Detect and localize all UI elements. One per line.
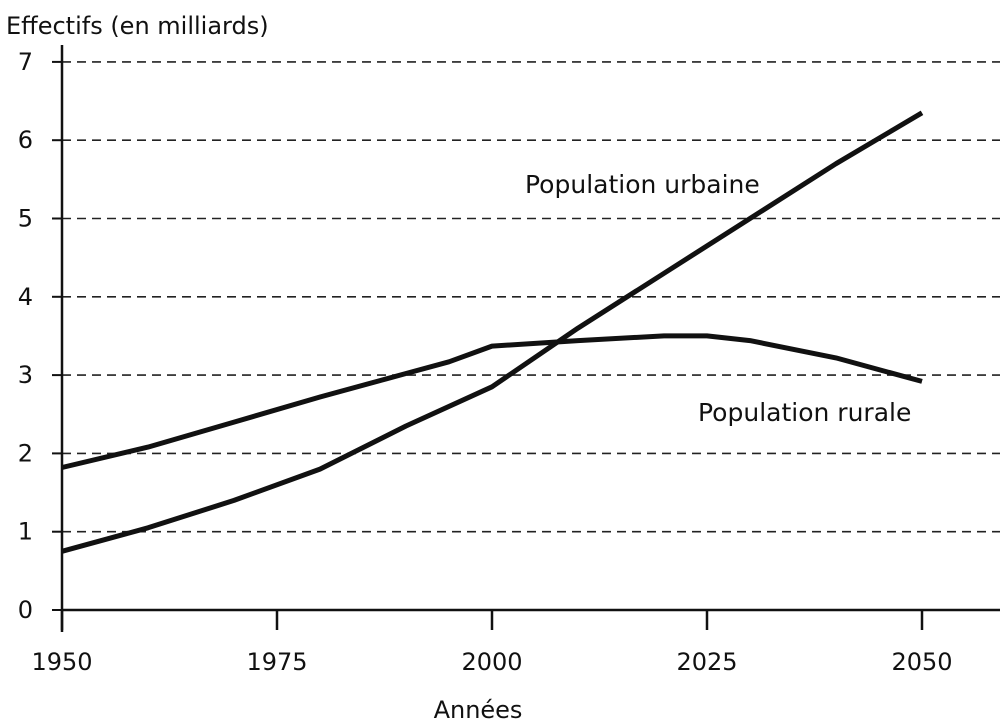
- series-line-urbaine: [61, 110, 924, 554]
- y-tick-label-1: 1: [18, 518, 33, 546]
- y-tick-label-6: 6: [18, 126, 33, 154]
- x-tick-label-2050: 2050: [891, 648, 952, 676]
- y-tick-label-2: 2: [18, 439, 33, 467]
- series-lines: [61, 110, 924, 554]
- y-axis-label: Effectifs (en milliards): [6, 12, 269, 40]
- y-tick-labels: 0 1 2 3 4 5 6 7: [18, 48, 62, 624]
- x-tick-label-2000: 2000: [461, 648, 522, 676]
- series-label-urbaine: Population urbaine: [525, 170, 760, 199]
- series-label-rurale: Population rurale: [698, 398, 911, 427]
- y-tick-label-4: 4: [18, 283, 33, 311]
- y-tick-label-0: 0: [18, 596, 33, 624]
- y-tick-label-5: 5: [18, 205, 33, 233]
- x-tick-labels: 1950 1975 2000 2025 2050: [31, 610, 953, 676]
- gridlines: [62, 61, 1000, 533]
- y-tick-label-3: 3: [18, 361, 33, 389]
- x-tick-label-1950: 1950: [31, 648, 92, 676]
- x-tick-label-1975: 1975: [246, 648, 307, 676]
- y-tick-label-7: 7: [18, 48, 33, 76]
- series-line-rurale: [61, 333, 923, 470]
- x-axis-label: Années: [434, 696, 523, 724]
- axes: [60, 45, 1000, 632]
- x-tick-label-2025: 2025: [676, 648, 737, 676]
